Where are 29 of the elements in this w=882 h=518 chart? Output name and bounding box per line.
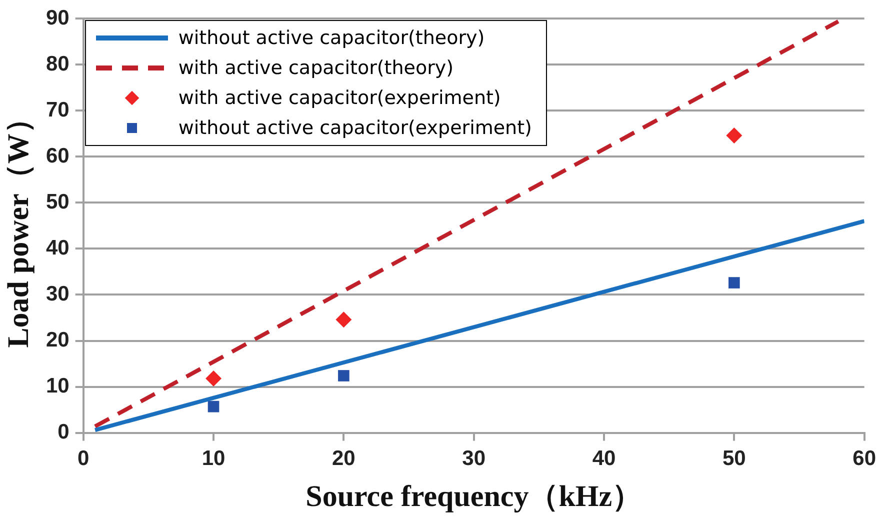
x-tick-label: 30 (462, 447, 486, 470)
y-tick-label: 90 (46, 6, 70, 30)
point (206, 370, 222, 386)
y-tick-label: 20 (46, 328, 70, 352)
x-tick-label: 0 (78, 447, 90, 470)
point (728, 277, 740, 288)
x-tick-label: 60 (852, 447, 876, 470)
legend-label: with active capacitor(theory) (178, 56, 454, 81)
legend-label: without active capacitor(experiment) (178, 116, 532, 141)
x-tick-label: 50 (722, 447, 746, 470)
y-tick-label: 60 (46, 144, 70, 168)
x-tick-label: 20 (332, 447, 356, 470)
y-tick-label: 30 (46, 282, 70, 306)
x-axis-title: Source frequency（kHz） (306, 480, 642, 513)
legend-label: with active capacitor(experiment) (178, 86, 501, 111)
x-tick-label: 10 (202, 447, 226, 470)
y-tick-label: 50 (46, 190, 70, 214)
y-tick-label: 0 (58, 420, 70, 444)
x-tick-label: 40 (592, 447, 616, 470)
point (338, 370, 350, 382)
legend-label: without active capacitor(theory) (178, 26, 485, 51)
y-tick-label: 80 (46, 52, 70, 76)
y-axis-title: Load power（W） (2, 104, 35, 348)
point (726, 127, 742, 144)
y-tick-label: 10 (46, 374, 70, 398)
point (208, 400, 220, 412)
y-tick-label: 40 (46, 236, 70, 260)
point (336, 312, 352, 328)
y-tick-label: 70 (46, 98, 70, 122)
